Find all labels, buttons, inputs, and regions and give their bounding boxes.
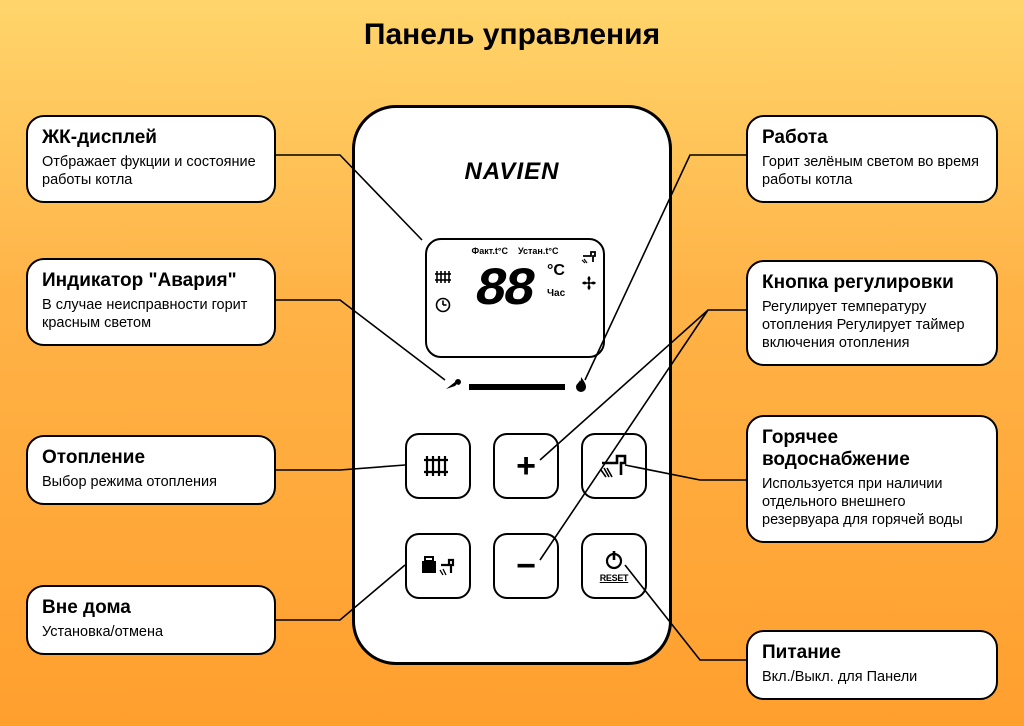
button-row-1: + xyxy=(405,433,647,499)
callout-alarm: Индикатор "Авария" В случае неисправност… xyxy=(26,258,276,346)
indicator-row xyxy=(425,376,605,398)
lcd-right-icons xyxy=(581,250,597,302)
callout-away-body: Установка/отмена xyxy=(42,623,260,641)
lcd-fact-label: Факт.t°C xyxy=(472,246,508,256)
indicator-bar xyxy=(469,384,565,390)
lcd-top-labels: Факт.t°C Устан.t°C xyxy=(427,246,603,256)
power-icon xyxy=(603,549,625,571)
callout-power-title: Питание xyxy=(762,642,982,664)
callout-work-title: Работа xyxy=(762,127,982,149)
callout-away: Вне дома Установка/отмена xyxy=(26,585,276,655)
callout-alarm-title: Индикатор "Авария" xyxy=(42,270,260,292)
callout-heating: Отопление Выбор режима отопления xyxy=(26,435,276,505)
callout-lcd: ЖК-дисплей Отбражает фукции и состояние … xyxy=(26,115,276,203)
callout-power: Питание Вкл./Выкл. для Панели xyxy=(746,630,998,700)
lcd-left-icons xyxy=(435,270,453,326)
callout-adjust: Кнопка регулировки Регулирует температур… xyxy=(746,260,998,366)
lcd-digits: 88 xyxy=(475,260,532,321)
callout-work-body: Горит зелёным светом во время работы кот… xyxy=(762,153,982,189)
flame-icon xyxy=(575,377,587,398)
tap-icon xyxy=(599,453,629,479)
heating-button[interactable] xyxy=(405,433,471,499)
fan-small-icon xyxy=(581,275,597,296)
tap-small-icon xyxy=(581,250,597,269)
away-button[interactable] xyxy=(405,533,471,599)
callout-adjust-title: Кнопка регулировки xyxy=(762,272,982,294)
lcd-hour-label: Час xyxy=(547,288,565,299)
callout-heating-title: Отопление xyxy=(42,447,260,469)
radiator-icon xyxy=(423,454,453,478)
minus-label: − xyxy=(516,547,536,586)
minus-button[interactable]: − xyxy=(493,533,559,599)
plus-button[interactable]: + xyxy=(493,433,559,499)
callout-alarm-body: В случае неисправности горит красным све… xyxy=(42,296,260,332)
callout-heating-body: Выбор режима отопления xyxy=(42,473,260,491)
callout-lcd-body: Отбражает фукции и состояние работы котл… xyxy=(42,153,260,189)
callout-power-body: Вкл./Выкл. для Панели xyxy=(762,668,982,686)
callout-adjust-body: Регулирует температуру отопления Регулир… xyxy=(762,298,982,352)
plus-label: + xyxy=(516,447,536,486)
lcd-unit: °C xyxy=(547,262,565,280)
lcd-set-label: Устан.t°C xyxy=(518,246,558,256)
button-row-2: − RESET xyxy=(405,533,647,599)
callout-away-title: Вне дома xyxy=(42,597,260,619)
clock-small-icon xyxy=(435,297,453,318)
lcd-display: Факт.t°C Устан.t°C 88 °C Час xyxy=(425,238,605,358)
callout-work: Работа Горит зелёным светом во время раб… xyxy=(746,115,998,203)
callout-lcd-title: ЖК-дисплей xyxy=(42,127,260,149)
radiator-small-icon xyxy=(435,270,453,289)
control-panel: NAVIEN Факт.t°C Устан.t°C 88 °C Час xyxy=(352,105,672,665)
wrench-icon xyxy=(443,378,463,397)
hot-water-button[interactable] xyxy=(581,433,647,499)
callout-hot-water-body: Используется при наличии отдельного внеш… xyxy=(762,475,982,529)
power-button[interactable]: RESET xyxy=(581,533,647,599)
callout-hot-water-title: Горячее водоснабжение xyxy=(762,427,982,471)
reset-label: RESET xyxy=(600,573,629,583)
page-title: Панель управления xyxy=(0,18,1024,52)
suitcase-tap-icon xyxy=(421,555,455,577)
brand-label: NAVIEN xyxy=(355,158,669,186)
callout-hot-water: Горячее водоснабжение Используется при н… xyxy=(746,415,998,543)
